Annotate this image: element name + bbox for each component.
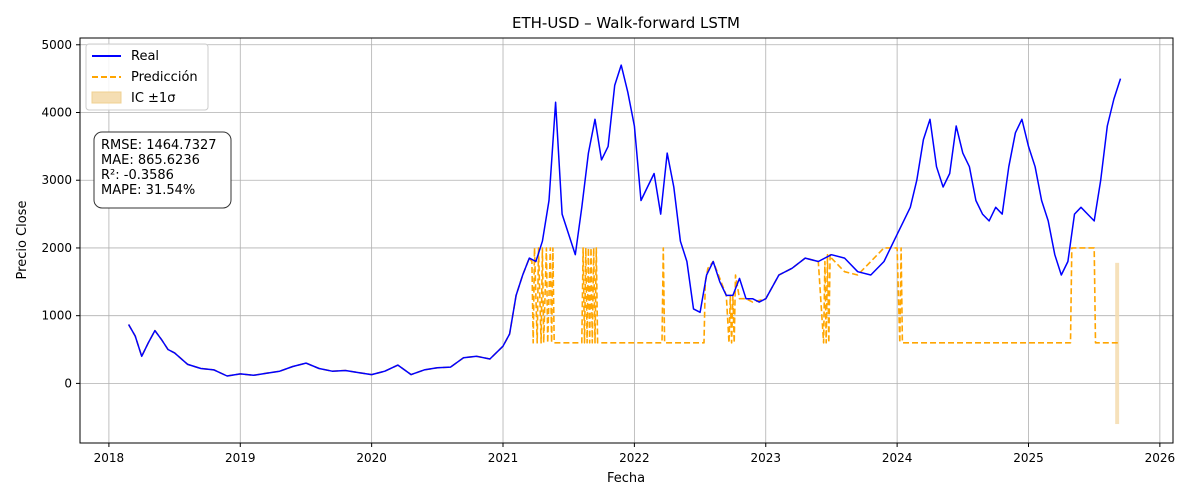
x-tick-label: 2022: [619, 451, 650, 465]
stats-mape: MAPE: 31.54%: [101, 183, 195, 198]
stats-r2: R²: -0.3586: [101, 168, 174, 183]
legend: Real Predicción IC ±1σ: [85, 43, 209, 111]
y-ticks: 0 1000 2000 3000 4000 5000: [41, 38, 80, 390]
y-axis-label: Precio Close: [15, 201, 30, 280]
x-tick-label: 2024: [882, 451, 913, 465]
x-tick-label: 2023: [750, 451, 781, 465]
legend-prediccion-label: Predicción: [131, 70, 198, 85]
grid: [80, 38, 1173, 443]
y-tick-label: 2000: [41, 241, 72, 255]
x-axis-label: Fecha: [607, 471, 645, 486]
stats-rmse: RMSE: 1464.7327: [101, 138, 217, 153]
series-real-line: [127, 64, 1122, 377]
y-tick-label: 3000: [41, 173, 72, 187]
legend-ic-swatch: [91, 91, 122, 104]
stats-mae: MAE: 865.6236: [101, 153, 200, 168]
x-tick-label: 2021: [488, 451, 519, 465]
y-tick-label: 1000: [41, 309, 72, 323]
legend-real-label: Real: [131, 49, 159, 64]
x-tick-label: 2020: [356, 451, 387, 465]
legend-ic-label: IC ±1σ: [131, 91, 175, 106]
x-tick-label: 2026: [1145, 451, 1176, 465]
plot-frame: [79, 37, 1174, 444]
series-layer: [127, 64, 1122, 377]
stats-box-frame: [93, 131, 232, 209]
y-tick-label: 4000: [41, 105, 72, 119]
y-tick-label: 0: [64, 376, 72, 390]
y-tick-label: 5000: [41, 38, 72, 52]
x-ticks: 2018 2019 2020 2021 2022 2023 2024 2025 2026: [94, 443, 1176, 465]
chart-title: ETH-USD – Walk-forward LSTM: [512, 14, 740, 32]
stats-box: RMSE: 1464.7327 MAE: 865.6236 R²: -0.358…: [93, 131, 232, 209]
x-tick-label: 2018: [94, 451, 125, 465]
x-tick-label: 2019: [225, 451, 256, 465]
x-tick-label: 2025: [1013, 451, 1044, 465]
